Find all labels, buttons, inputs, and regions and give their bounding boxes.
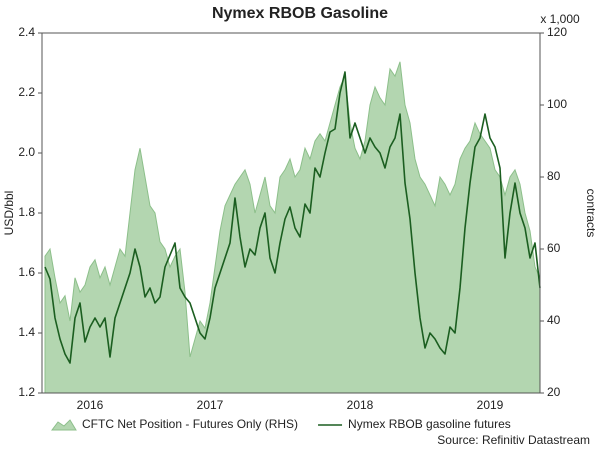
- y-tick-label: 1.2: [18, 385, 35, 399]
- y-tick-label: 1.6: [18, 265, 35, 279]
- y-tick-label: 1.8: [18, 205, 35, 219]
- y-tick-label: 2.4: [18, 25, 35, 39]
- y2-tick-label: 80: [547, 169, 561, 183]
- y-tick-label: 2.2: [18, 85, 35, 99]
- chart-title: Nymex RBOB Gasoline: [212, 5, 388, 22]
- y-tick-label: 1.4: [18, 325, 35, 339]
- y2-axis-label: contracts: [584, 189, 598, 238]
- area: [44, 61, 541, 394]
- y2-tick-label: 120: [547, 25, 567, 39]
- source: Source: Refinitiv Datastream: [437, 433, 590, 447]
- y2-unit-note: x 1,000: [540, 12, 580, 26]
- legend-swatch: [51, 419, 77, 431]
- y2-tick-label: 60: [547, 241, 561, 255]
- y2-tick-label: 40: [547, 313, 561, 327]
- line: [44, 71, 541, 364]
- legend-label: CFTC Net Position - Futures Only (RHS): [82, 417, 298, 431]
- legend-label: Nymex RBOB gasoline futures: [348, 417, 511, 431]
- x-tick-label: 2019: [477, 398, 504, 412]
- x-tick-label: 2016: [77, 398, 104, 412]
- y2-tick-label: 20: [547, 385, 561, 399]
- y-tick-label: 2.0: [18, 145, 35, 159]
- x-tick-label: 2017: [197, 398, 224, 412]
- y-axis-label: USD/bbl: [2, 191, 16, 236]
- x-tick-label: 2018: [347, 398, 374, 412]
- y2-tick-label: 100: [547, 97, 567, 111]
